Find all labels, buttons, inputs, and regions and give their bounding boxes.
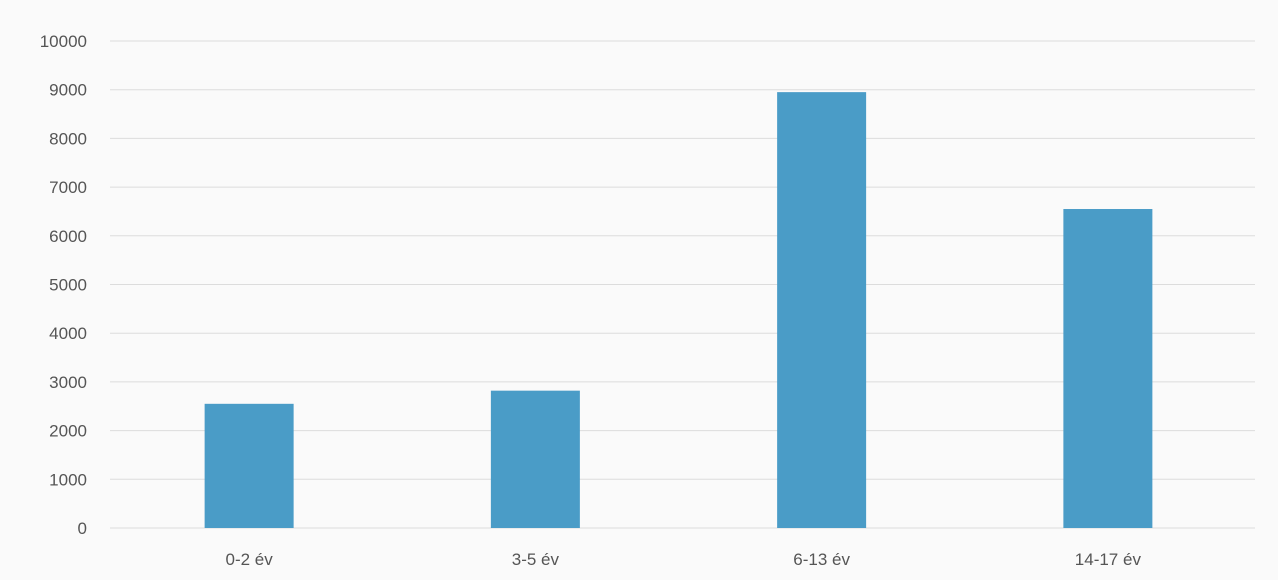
y-tick-label: 4000 [49, 324, 87, 343]
y-tick-label: 6000 [49, 227, 87, 246]
bar-1 [490, 390, 580, 528]
y-tick-label: 7000 [49, 178, 87, 197]
y-tick-label: 2000 [49, 422, 87, 441]
y-tick-label: 0 [78, 519, 87, 538]
x-axis-categories: 0-2 év 3-5 év 6-13 év 14-17 év [226, 550, 1142, 569]
bar-2 [777, 92, 867, 528]
x-category-label: 0-2 év [226, 550, 274, 569]
bar-0 [204, 403, 294, 528]
x-category-label: 6-13 év [793, 550, 850, 569]
y-tick-label: 9000 [49, 81, 87, 100]
y-tick-label: 10000 [40, 32, 87, 51]
y-tick-label: 5000 [49, 276, 87, 295]
x-category-label: 14-17 év [1075, 550, 1142, 569]
y-tick-label: 1000 [49, 470, 87, 489]
y-tick-label: 3000 [49, 373, 87, 392]
bar-3 [1063, 209, 1153, 528]
bars [204, 92, 1153, 528]
gridlines [110, 40, 1255, 529]
y-axis-ticks: 0 1000 2000 3000 4000 5000 6000 7000 8000 9000 100… [40, 32, 87, 538]
y-tick-label: 8000 [49, 129, 87, 148]
x-category-label: 3-5 év [512, 550, 560, 569]
